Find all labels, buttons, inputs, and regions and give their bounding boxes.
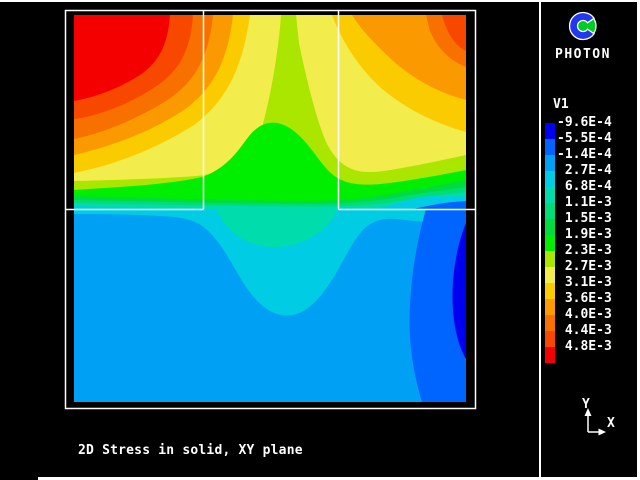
legend-swatch (545, 331, 555, 347)
axis-x-label: X (607, 416, 615, 431)
legend-row: 4.0E-3 (545, 308, 612, 331)
legend-swatch (545, 171, 555, 187)
legend-swatch (545, 187, 555, 203)
photon-logo-icon (568, 11, 597, 41)
legend-value: 4.0E-3 (557, 307, 612, 322)
legend-value: 6.8E-4 (557, 179, 612, 194)
legend-row: 2.7E-4 (545, 164, 612, 187)
legend-row: 3.6E-3 (545, 292, 612, 315)
contour-band (452, 223, 466, 359)
model-outline (64, 9, 477, 410)
legend-row: 1.1E-3 (545, 196, 612, 219)
legend-row: 6.8E-4 (545, 180, 612, 203)
color-legend: -9.6E-4 -5.5E-4 -1.4E-4 2.7E-4 6.8E-4 1.… (545, 116, 612, 363)
contour-band (74, 192, 466, 209)
legend-panel-divider (539, 0, 541, 480)
legend-row: 4.8E-3 (545, 340, 612, 363)
screen-border-top (0, 0, 640, 2)
legend-swatch (545, 299, 555, 315)
legend-row: -1.4E-4 (545, 148, 612, 171)
legend-row: 3.1E-3 (545, 276, 612, 299)
legend-swatch (545, 123, 555, 139)
legend-swatch (545, 315, 555, 331)
axis-y-label: Y (582, 397, 590, 412)
legend-value: -1.4E-4 (557, 147, 612, 162)
legend-value: 4.4E-3 (557, 323, 612, 338)
plot-caption: 2D Stress in solid, XY plane (78, 443, 303, 458)
screen-border-right (637, 0, 640, 480)
legend-swatch (545, 139, 555, 155)
legend-value: 1.1E-3 (557, 195, 612, 210)
contour-band (74, 187, 466, 209)
legend-value: 1.5E-3 (557, 211, 612, 226)
brand-label: PHOTON (555, 47, 611, 62)
legend-value: -5.5E-4 (557, 131, 612, 146)
legend-value: 1.9E-3 (557, 227, 612, 242)
legend-swatch (545, 251, 555, 267)
legend-value: 2.7E-4 (557, 163, 612, 178)
legend-value: 3.6E-3 (557, 291, 612, 306)
contour-band (216, 209, 338, 247)
legend-swatch (545, 267, 555, 283)
screen-border-bottom (38, 477, 640, 480)
legend-swatch (545, 235, 555, 251)
legend-variable-title: V1 (553, 97, 569, 112)
contour-band (414, 201, 466, 209)
contour-band (409, 209, 466, 402)
legend-row: 1.9E-3 (545, 228, 612, 251)
legend-row: -9.6E-4 (545, 116, 612, 139)
legend-value: 2.3E-3 (557, 243, 612, 258)
contour-region-bottom (74, 209, 466, 402)
legend-swatch (545, 283, 555, 299)
legend-row: 1.5E-3 (545, 212, 612, 235)
legend-swatch (545, 347, 555, 363)
contour-band (442, 15, 466, 51)
contour-band (74, 209, 466, 316)
legend-row: 2.3E-3 (545, 244, 612, 267)
contour-region-top (74, 15, 466, 209)
legend-value: 3.1E-3 (557, 275, 612, 290)
legend-row: -5.5E-4 (545, 132, 612, 155)
legend-value: 4.8E-3 (557, 339, 612, 354)
contour-band (74, 15, 170, 101)
legend-value: -9.6E-4 (557, 115, 612, 130)
axis-triad-icon (584, 408, 606, 436)
legend-swatch (545, 203, 555, 219)
legend-swatch (545, 155, 555, 171)
contour-band (74, 122, 466, 209)
legend-row: 2.7E-3 (545, 260, 612, 283)
legend-swatch (545, 219, 555, 235)
legend-row: 4.4E-3 (545, 324, 612, 347)
legend-value: 2.7E-3 (557, 259, 612, 274)
contour-band (74, 15, 466, 209)
